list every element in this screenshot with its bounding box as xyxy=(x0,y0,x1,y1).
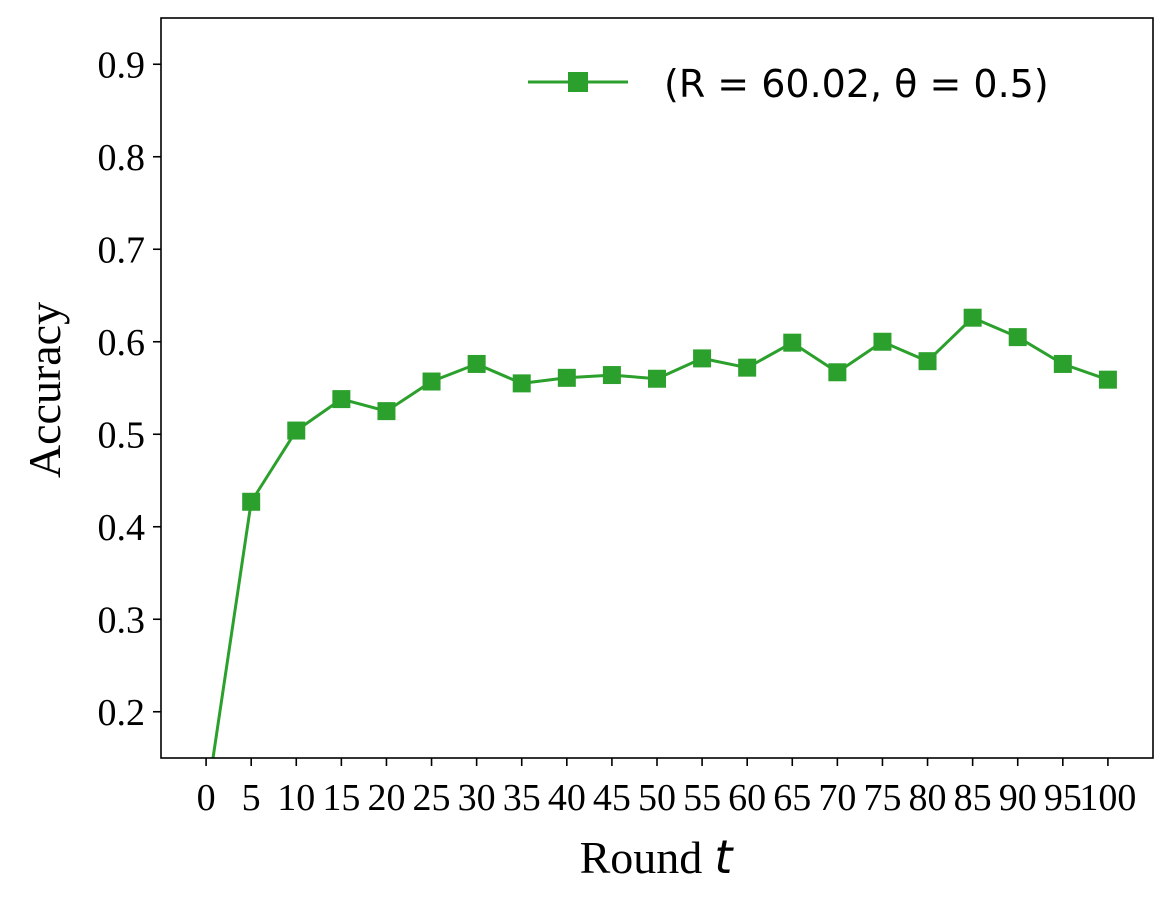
x-tick-label: 40 xyxy=(548,777,586,819)
x-tick-label: 90 xyxy=(999,777,1037,819)
data-point-marker xyxy=(557,368,576,387)
y-tick-label: 0.6 xyxy=(98,322,146,364)
legend-label: (R = 60.02, θ = 0.5) xyxy=(664,62,1049,106)
x-axis-title-text: Round xyxy=(580,832,703,883)
x-tick-label: 70 xyxy=(818,777,856,819)
data-point-marker xyxy=(512,374,531,393)
data-point-marker xyxy=(1008,328,1027,347)
y-tick-label: 0.7 xyxy=(98,229,146,271)
y-tick-label: 0.4 xyxy=(98,507,146,549)
x-axis: 0 5 10 15 20 25 30 35 40 45 50 55 60 65 70 75 80 85 90 9510… xyxy=(197,758,1136,819)
x-tick-label: 25 xyxy=(413,777,451,819)
x-tick-label: 10 xyxy=(277,777,315,819)
y-tick-label: 0.8 xyxy=(98,137,146,179)
series-layer xyxy=(211,308,1117,758)
data-point-marker xyxy=(377,402,396,421)
y-tick-label: 0.9 xyxy=(98,44,146,86)
data-point-marker xyxy=(873,332,892,351)
y-tick-label: 0.3 xyxy=(98,599,146,641)
x-tick-label: 85 xyxy=(954,777,992,819)
legend-marker-square xyxy=(568,72,588,92)
legend: (R = 60.02, θ = 0.5) xyxy=(528,62,1049,106)
x-tick-label: 50 xyxy=(638,777,676,819)
x-tick-label: 5 xyxy=(242,777,261,819)
data-point-marker xyxy=(422,372,441,391)
x-axis-title: Round t xyxy=(580,830,735,884)
x-tick-label: 15 xyxy=(322,777,360,819)
x-tick-label: 30 xyxy=(458,777,496,819)
data-point-marker xyxy=(242,492,261,511)
x-tick-label: 95 xyxy=(1044,777,1082,819)
x-tick-label: 60 xyxy=(728,777,766,819)
x-tick-label: 55 xyxy=(683,777,721,819)
x-tick-label: 75 xyxy=(863,777,901,819)
y-axis-title: Accuracy xyxy=(19,302,70,478)
data-point-marker xyxy=(602,366,621,385)
x-axis-title-variable: t xyxy=(714,830,734,884)
y-axis: 0.2 0.3 0.4 0.5 0.6 0.7 0.8 0.9 xyxy=(98,44,161,734)
x-tick-label: 45 xyxy=(593,777,631,819)
x-tick-label: 20 xyxy=(367,777,405,819)
x-tick-label: 0 xyxy=(197,777,216,819)
data-point-marker xyxy=(693,349,712,368)
x-tick-label: 100 xyxy=(1079,777,1136,819)
data-point-marker xyxy=(467,354,486,373)
data-point-marker xyxy=(963,308,982,327)
data-point-marker xyxy=(738,358,757,377)
y-tick-label: 0.2 xyxy=(98,692,146,734)
y-tick-label: 0.5 xyxy=(98,414,146,456)
data-point-marker xyxy=(828,363,847,382)
data-point-marker xyxy=(648,369,666,388)
data-point-marker xyxy=(287,421,306,440)
data-point-marker xyxy=(918,352,937,371)
x-tick-label: 35 xyxy=(503,777,541,819)
x-tick-label: 65 xyxy=(773,777,811,819)
data-point-marker xyxy=(1098,370,1117,389)
data-point-marker xyxy=(783,333,802,352)
data-point-marker xyxy=(1053,354,1072,373)
x-tick-label: 80 xyxy=(909,777,947,819)
data-point-marker xyxy=(332,390,351,409)
